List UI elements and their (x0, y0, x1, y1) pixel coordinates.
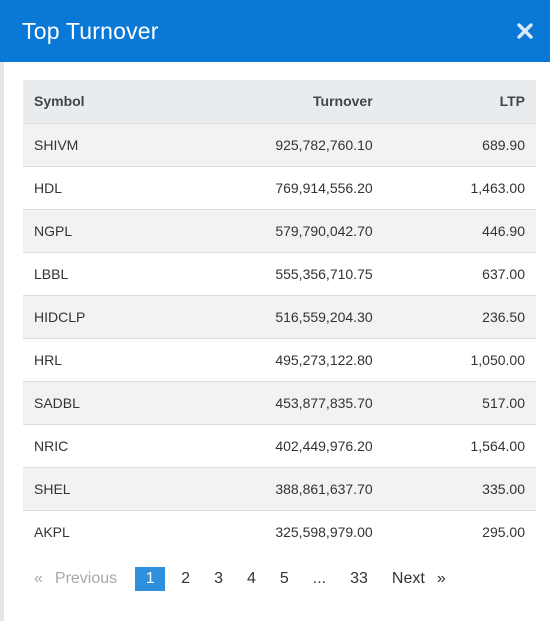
modal-title: Top Turnover (22, 17, 159, 44)
cell-turnover: 925,782,760.10 (179, 122, 384, 166)
column-header-ltp[interactable]: LTP (383, 80, 536, 124)
table-row: AKPL 325,598,979.00 295.00 (23, 509, 536, 553)
table-row: HIDCLP 516,559,204.30 236.50 (23, 294, 536, 338)
cell-turnover: 388,861,637.70 (179, 466, 384, 510)
cell-ltp: 637.00 (383, 251, 536, 295)
table-row: NGPL 579,790,042.70 446.90 (23, 208, 536, 252)
cell-symbol[interactable]: SHIVM (23, 122, 180, 166)
cell-symbol[interactable]: HRL (23, 337, 180, 381)
cell-turnover: 579,790,042.70 (179, 208, 384, 252)
close-icon (517, 23, 533, 39)
page-ellipsis: ... (312, 570, 327, 587)
cell-symbol[interactable]: NGPL (23, 208, 180, 252)
cell-ltp: 689.90 (383, 122, 536, 166)
page-button-3[interactable]: 3 (214, 570, 223, 587)
page-button-1[interactable]: 1 (135, 567, 166, 591)
close-button[interactable] (514, 20, 536, 42)
cell-ltp: 236.50 (383, 294, 536, 338)
table-header: Symbol Turnover LTP (23, 80, 536, 124)
cell-ltp: 446.90 (383, 208, 536, 252)
modal-left-edge (0, 62, 4, 621)
cell-turnover: 769,914,556.20 (179, 165, 384, 209)
column-header-turnover[interactable]: Turnover (179, 80, 384, 124)
column-header-symbol[interactable]: Symbol (23, 80, 180, 124)
cell-turnover: 453,877,835.70 (179, 380, 384, 424)
next-label: Next (391, 570, 425, 587)
turnover-table: Symbol Turnover LTP SHIVM 925,782,760.10… (23, 80, 536, 553)
page-button-2[interactable]: 2 (181, 570, 191, 587)
cell-symbol[interactable]: SHEL (23, 466, 180, 510)
cell-ltp: 517.00 (383, 380, 536, 424)
table-row: HRL 495,273,122.80 1,050.00 (23, 337, 536, 381)
cell-ltp: 1,564.00 (383, 423, 536, 467)
turnover-table-container: Symbol Turnover LTP SHIVM 925,782,760.10… (23, 80, 536, 553)
cell-turnover: 325,598,979.00 (179, 509, 384, 553)
cell-symbol[interactable]: NRIC (23, 423, 180, 467)
table-row: NRIC 402,449,976.20 1,564.00 (23, 423, 536, 467)
table-row: LBBL 555,356,710.75 637.00 (23, 251, 536, 295)
cell-ltp: 1,050.00 (383, 337, 536, 381)
double-chevron-right-icon: » (436, 570, 446, 587)
cell-turnover: 516,559,204.30 (179, 294, 384, 338)
table-row: HDL 769,914,556.20 1,463.00 (23, 165, 536, 209)
table-row: SHEL 388,861,637.70 335.00 (23, 466, 536, 510)
page-button-5[interactable]: 5 (279, 570, 289, 587)
cell-symbol[interactable]: AKPL (23, 509, 180, 553)
cell-turnover: 555,356,710.75 (179, 251, 384, 295)
pagination: « Previous 1 2 3 4 5 ... 33 Next » (28, 567, 454, 591)
table-row: SADBL 453,877,835.70 517.00 (23, 380, 536, 424)
cell-symbol[interactable]: HIDCLP (23, 294, 180, 338)
table-header-row: Symbol Turnover LTP (23, 80, 536, 124)
modal-header: Top Turnover (0, 0, 550, 62)
next-page-button[interactable]: Next » (384, 567, 454, 591)
cell-turnover: 495,273,122.80 (179, 337, 384, 381)
cell-symbol[interactable]: LBBL (23, 251, 180, 295)
cell-ltp: 1,463.00 (383, 165, 536, 209)
cell-ltp: 295.00 (383, 509, 536, 553)
cell-ltp: 335.00 (383, 466, 536, 510)
page-button-33[interactable]: 33 (350, 570, 368, 587)
table-body: SHIVM 925,782,760.10 689.90 HDL 769,914,… (23, 122, 536, 553)
cell-symbol[interactable]: SADBL (23, 380, 180, 424)
double-chevron-left-icon: « (34, 570, 43, 587)
previous-page-button[interactable]: « Previous (28, 567, 125, 591)
table-row: SHIVM 925,782,760.10 689.90 (23, 122, 536, 166)
previous-label: Previous (54, 570, 118, 587)
page-button-4[interactable]: 4 (246, 570, 256, 587)
cell-symbol[interactable]: HDL (23, 165, 180, 209)
cell-turnover: 402,449,976.20 (179, 423, 384, 467)
